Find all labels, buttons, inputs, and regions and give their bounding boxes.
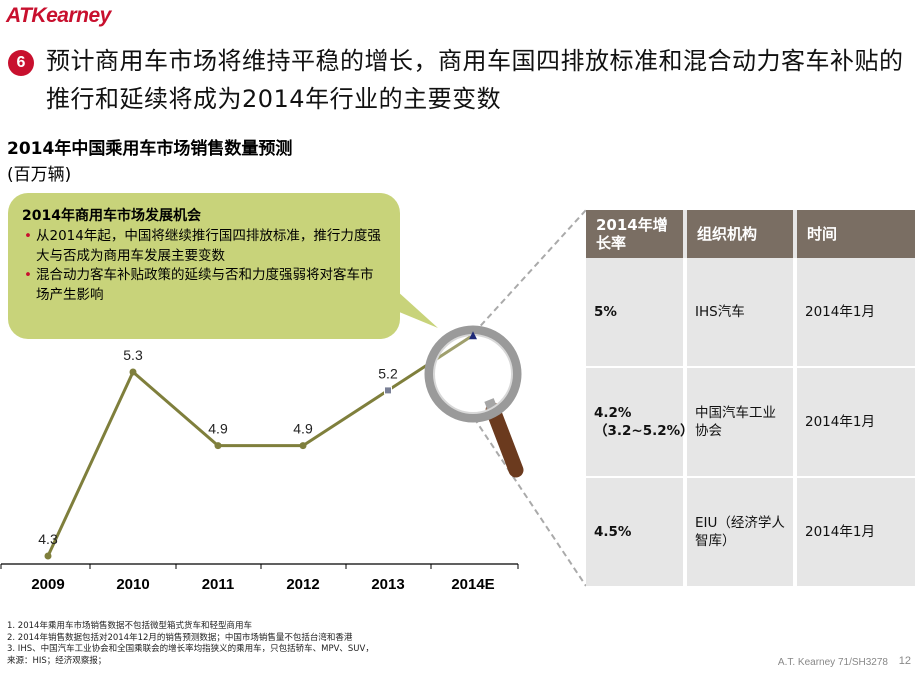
data-point [214, 442, 222, 450]
table-cell-org: IHS汽车 [695, 304, 745, 320]
table-cell-rate: 4.5% [594, 524, 632, 540]
table-header-org: 组织机构 [687, 210, 793, 258]
data-label: 4.9 [208, 421, 228, 437]
data-point [44, 552, 52, 560]
callout-bullet: • 从2014年起，中国将继续推行国四排放标准，推行力度强大与否成为商用车发展主要… [24, 228, 381, 264]
data-point [299, 442, 307, 450]
table-cell-time: 2014年1月 [805, 524, 875, 540]
table-cell-org: 中国汽车工业协会 [695, 405, 776, 439]
x-tick-label: 2014E [451, 576, 494, 593]
table-cell-rate: 5% [594, 304, 617, 320]
data-point [469, 331, 477, 340]
chart-title: 2014年中国乘用车市场销售数量预测 [7, 139, 293, 159]
footnotes: 1. 2014年乘用车市场销售数据不包括微型箱式货车和轻型商用车 2. 2014… [7, 621, 374, 667]
table-cell-time: 2014年1月 [805, 414, 875, 430]
data-label: 5.3 [123, 347, 143, 363]
table-header-time: 时间 [797, 210, 915, 258]
x-tick-label: 2012 [286, 576, 319, 593]
company-logo: ATKearney [6, 4, 111, 27]
connector-line-bottom [473, 417, 587, 587]
chart-unit: (百万辆) [7, 165, 72, 185]
connector-line-top [473, 209, 587, 334]
x-tick-label: 2010 [116, 576, 149, 593]
data-label: 4.3 [38, 531, 58, 547]
table-cell-rate: 4.2% （3.2~5.2%） [594, 405, 694, 439]
series-line [46, 369, 389, 557]
data-label: 5.2 [378, 365, 398, 381]
footnote: 2. 2014年销售数据包括对2014年12月的销售预测数据；中国市场销售量不包… [7, 632, 353, 643]
table-header-rate: 2014年增长率 [586, 210, 683, 258]
footnote: 1. 2014年乘用车市场销售数据不包括微型箱式货车和轻型商用车 [7, 621, 252, 631]
data-point [129, 368, 137, 376]
section-number-badge: 6 [8, 50, 34, 76]
table-cell-org: EIU（经济学人智库） [695, 515, 785, 549]
page-number: 12 [898, 655, 911, 667]
data-point [384, 386, 392, 395]
series-line-forecast [387, 333, 474, 392]
forecast-table: 2014年增长率 组织机构 时间 5% IHS汽车 2014年1月 4.2% （… [586, 210, 915, 586]
footnote: 3. IHS、中国汽车工业协会和全国乘联会的增长率均指狭义的乘用车，只包括轿车、… [7, 644, 374, 654]
callout-box: 2014年商用车市场发展机会 • 从2014年起，中国将继续推行国四排放标准，推行… [8, 193, 400, 339]
x-tick-label: 2011 [202, 576, 235, 593]
x-tick-label: 2009 [31, 576, 64, 593]
source-code: A.T. Kearney 71/SH3278 [777, 657, 888, 668]
table-cell-time: 2014年1月 [805, 304, 875, 320]
data-label: 4.9 [293, 421, 313, 437]
magnifier-icon [424, 325, 524, 478]
slide-title: 预计商用车市场将维持平稳的增长，商用车国四排放标准和混合动力客车补贴的推行和延续… [46, 47, 904, 113]
callout-heading: 2014年商用车市场发展机会 [22, 208, 201, 224]
x-tick-label: 2013 [371, 576, 404, 593]
footnote: 来源：HIS；经济观察报； [7, 655, 107, 666]
callout-bullet: • 混合动力客车补贴政策的延续与否和力度强弱将对客车市场产生影响 [24, 267, 374, 303]
